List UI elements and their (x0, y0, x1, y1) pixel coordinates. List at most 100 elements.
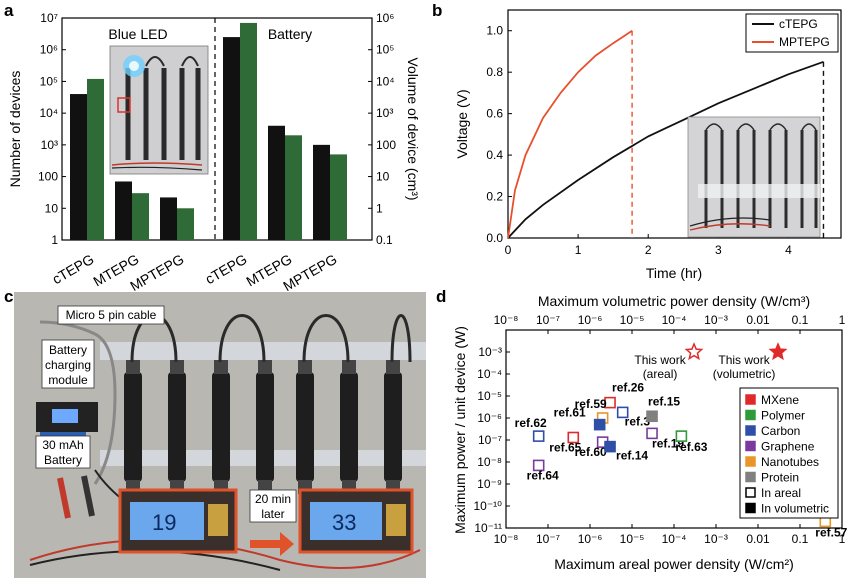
display-before-value: 19 (152, 510, 176, 535)
bar-devices-5 (313, 144, 330, 240)
chart-d-y-tick-label: 10⁻⁷ (478, 433, 502, 447)
chart-d-y-tick-label: 10⁻¹⁰ (474, 499, 503, 513)
chart-a-inset-photo (109, 45, 209, 175)
legend-label-mptepg: MPTEPG (779, 35, 830, 49)
chart-a-right-tick-label: 10 (376, 170, 390, 184)
device-clip (170, 360, 184, 374)
bar-volume-3 (240, 22, 257, 241)
chart-d-x-tick-label: 10⁻⁸ (494, 532, 519, 546)
point-this-work-volumetric (768, 342, 788, 361)
device-clip (298, 360, 312, 374)
loop-wire (218, 314, 266, 363)
callout-micro-5-pin-cable: Micro 5 pin cable (57, 305, 165, 325)
chart-a-right-tick-label: 10⁶ (376, 11, 394, 25)
legend-swatch (745, 394, 756, 405)
bar-devices-3 (223, 37, 240, 240)
point-label: ref.57 (815, 525, 847, 539)
panel-label-d: d (436, 287, 446, 306)
legend-label: Protein (761, 471, 799, 485)
bar-devices-2 (160, 197, 177, 240)
panel-label-c: c (4, 287, 13, 306)
chart-a-left-tick-label: 100 (38, 170, 58, 184)
chart-a-right-tick-label: 10³ (376, 106, 393, 120)
svg-text:20 min: 20 min (255, 492, 291, 506)
bar-devices-1 (115, 181, 132, 240)
chart-a-left-tick-label: 1 (51, 233, 58, 247)
point-label: ref.60 (575, 445, 607, 459)
point-ref63 (675, 430, 688, 442)
legend-label: Carbon (761, 424, 800, 438)
point-label: ref.61 (554, 406, 586, 420)
chart-d-x-tick-label: 0.01 (746, 532, 770, 546)
chart-d-x2-tick-label: 10⁻⁶ (578, 313, 603, 327)
chart-b-frame (507, 9, 842, 239)
point-ref3 (616, 406, 629, 419)
device-clip (342, 360, 356, 374)
point-label: (volumetric) (713, 367, 776, 381)
chart-b-x-tick-label: 0 (505, 243, 512, 257)
callout-30-mah-battery: 30 mAh Battery (35, 435, 91, 469)
chart-d-y-tick-label: 10⁻⁹ (477, 477, 502, 491)
chart-b-y-tick-label: 0.0 (486, 231, 503, 245)
chart-a-left-tick-label: 10⁵ (40, 74, 58, 88)
chart-b-xlabel: Time (hr) (646, 265, 702, 281)
point-ref61 (593, 418, 606, 431)
tepg-device (124, 372, 142, 482)
legend-swatch (745, 502, 756, 514)
chart-a-right-tick-label: 10⁴ (376, 74, 395, 88)
point-ref65 (567, 431, 580, 444)
chart-a-left-tick-label: 10⁷ (40, 11, 58, 25)
legend-swatch (745, 440, 756, 452)
bar-devices-4 (268, 125, 285, 240)
chart-a-ylabel-right: Volume of device (cm³) (405, 57, 421, 200)
chart-d-x2-tick-label: 0.1 (792, 313, 809, 327)
point-this-work-areal (684, 342, 704, 361)
chart-b-series-ctepg (507, 60, 824, 239)
arrow-right-icon (250, 532, 294, 556)
point-label: ref.64 (527, 468, 559, 482)
chart-d-x2-tick-label: 1 (839, 313, 846, 327)
chart-d-x2-tick-label: 10⁻⁷ (536, 313, 560, 327)
legend-swatch (745, 456, 756, 467)
device-clip (126, 360, 140, 374)
legend-label: Polymer (761, 409, 805, 423)
display-before: 19 (118, 488, 238, 554)
legend-swatch (745, 471, 756, 483)
bar-volume-2 (177, 208, 194, 240)
panel-label-b: b (432, 1, 442, 20)
legend-label: Graphene (761, 440, 815, 454)
chart-b-y-tick-label: 0.8 (486, 65, 503, 79)
point-ref15 (646, 410, 658, 423)
svg-text:charging: charging (45, 358, 91, 372)
chart-a-frame (61, 17, 373, 241)
svg-text:30 mAh: 30 mAh (42, 438, 83, 452)
chart-b-y-tick-label: 0.4 (486, 148, 503, 162)
legend-label: In areal (761, 486, 801, 500)
point-ref26 (604, 396, 616, 409)
tepg-device (384, 372, 402, 482)
chart-d-y-tick-label: 10⁻⁴ (477, 367, 502, 381)
chart-a-category-label: cTEPG (49, 251, 96, 287)
svg-text:Battery: Battery (49, 343, 87, 357)
chart-b-legend: cTEPG MPTEPG (745, 13, 839, 53)
device-clip (214, 360, 228, 374)
chart-a-right-tick-label: 0.1 (376, 233, 393, 247)
photo-c: Micro 5 pin cable Battery charging modul… (14, 292, 426, 578)
point-label: ref.3 (625, 414, 651, 428)
chart-b-x-tick-label: 1 (575, 243, 582, 257)
device-clip (386, 360, 400, 374)
point-label: ref.63 (675, 440, 707, 454)
callout-battery-charging-module: Battery charging module (41, 339, 95, 389)
chart-d-y-tick-label: 10⁻⁸ (477, 455, 502, 469)
panel-label-a: a (4, 1, 14, 20)
svg-text:module: module (48, 373, 88, 387)
svg-text:Micro 5 pin cable: Micro 5 pin cable (66, 308, 157, 322)
point-label: ref.14 (616, 449, 648, 463)
legend-label-ctepg: cTEPG (779, 17, 818, 31)
chart-d-x-tick-label: 10⁻⁷ (536, 532, 560, 546)
chart-a-right-tick-label: 10⁵ (376, 43, 394, 57)
loop-wire (302, 314, 350, 363)
svg-text:Battery: Battery (44, 453, 82, 467)
chart-d: 10⁻⁸ 10⁻⁸ 10⁻⁷ 10⁻⁷ 10⁻⁶ 10⁻⁶ 10⁻⁵ 10⁻⁵ 10⁻⁴ 10⁻⁴… (452, 293, 848, 572)
